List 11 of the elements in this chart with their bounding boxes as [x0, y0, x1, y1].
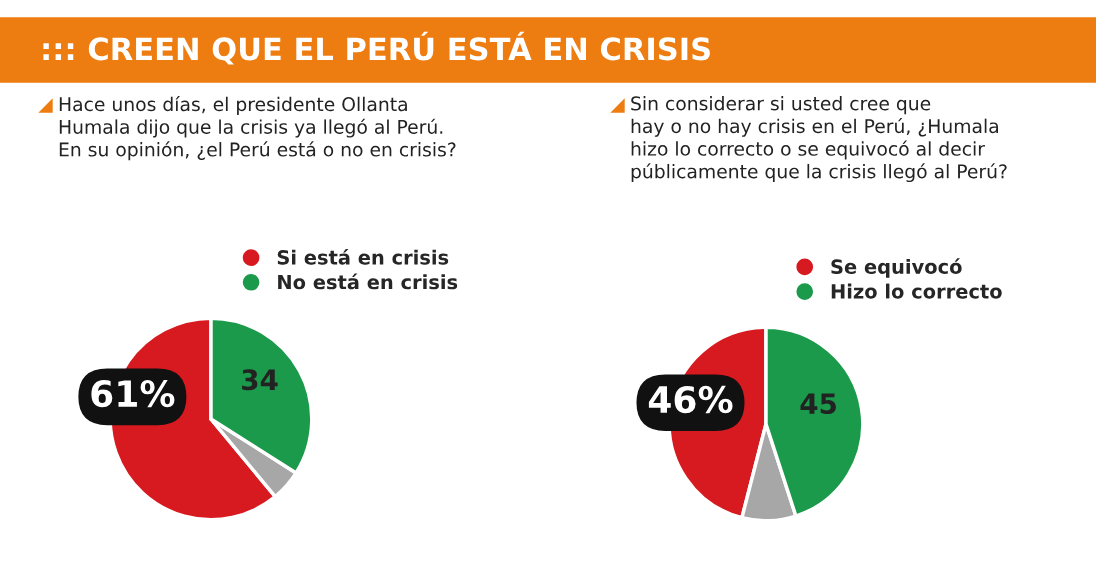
data-label: 45: [800, 393, 836, 415]
legend-label: Hizo lo correcto: [831, 283, 1002, 299]
legend-label: Se equivocó: [831, 258, 962, 278]
chart-subtitle: Sin considerar si usted cree que hay o no hay crisis en el Perú, ¿Humala hizo lo correcto o se equivocó al decir públicamente que la crisis llegó al Perú?: [631, 96, 1007, 183]
legend-label: No está en crisis: [278, 273, 458, 290]
data-label: 34: [242, 369, 278, 391]
data-label: 61%: [91, 379, 175, 408]
legend-label: Si está en crisis: [277, 248, 449, 265]
chart-subtitle: Hace unos días, el presidente Ollanta Humala dijo que la crisis ya llegó al Perú. En su opinión, ¿el Perú está o no en crisis?: [59, 96, 456, 161]
chart-title: ::: CREEN QUE EL PERÚ ESTÁ EN CRISIS: [43, 31, 710, 65]
data-label: 46%: [648, 385, 733, 414]
